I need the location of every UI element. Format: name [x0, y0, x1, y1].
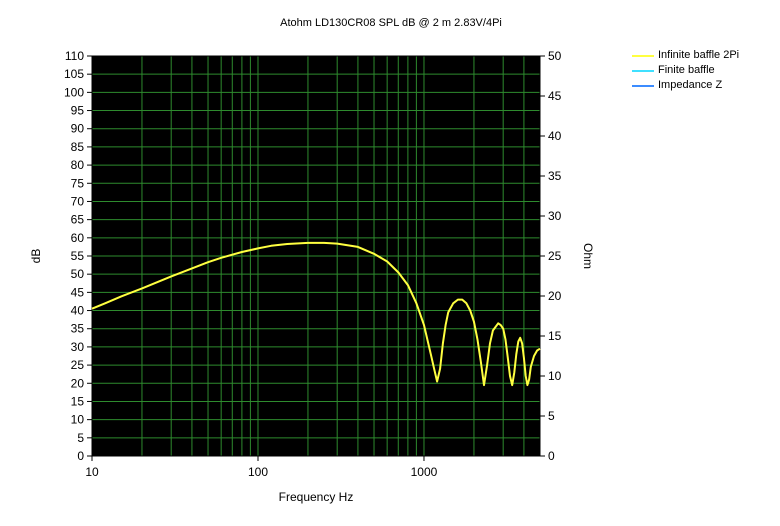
legend-item-infinite-baffle[interactable]: Infinite baffle 2Pi — [632, 48, 739, 63]
y-tick-label: 20 — [71, 376, 85, 390]
y-tick-label: 70 — [71, 194, 85, 208]
y-tick-label: 65 — [71, 213, 85, 227]
legend-item-finite-baffle[interactable]: Finite baffle — [632, 63, 739, 78]
y-tick-label: 55 — [71, 249, 85, 263]
y-tick-label: 50 — [71, 267, 85, 281]
y-tick-label: 40 — [71, 304, 85, 318]
y-tick-label: 30 — [71, 340, 85, 354]
y2-tick-label: 45 — [548, 89, 562, 103]
y2-tick-label: 15 — [548, 329, 562, 343]
legend-swatch — [632, 84, 654, 87]
y2-tick-label: 5 — [548, 409, 555, 423]
x-tick-label: 100 — [248, 465, 268, 479]
series-lines — [91, 241, 541, 387]
y2-tick-label: 20 — [548, 289, 562, 303]
legend-label: Impedance Z — [658, 79, 723, 91]
chart-title: Atohm LD130CR08 SPL dB @ 2 m 2.83V/4Pi — [280, 17, 502, 29]
y-tick-label: 10 — [71, 413, 85, 427]
y-tick-label: 45 — [71, 285, 85, 299]
y-tick-label: 60 — [71, 231, 85, 245]
y-tick-label: 25 — [71, 358, 85, 372]
y-axis-label: dB — [29, 249, 43, 264]
y2-tick-label: 10 — [548, 369, 562, 383]
y2-tick-label: 0 — [548, 449, 555, 463]
y2-tick-label: 35 — [548, 169, 562, 183]
legend-swatch — [632, 69, 654, 72]
x-tick-label: 10 — [85, 465, 99, 479]
y-tick-label: 75 — [71, 176, 85, 190]
y-tick-label: 15 — [71, 394, 85, 408]
y-tick-label: 110 — [65, 49, 84, 63]
y2-axis-label: Ohm — [581, 243, 595, 269]
y2-tick-label: 30 — [548, 209, 562, 223]
x-axis-label: Frequency Hz — [279, 490, 354, 504]
legend: Infinite baffle 2Pi Finite baffle Impeda… — [632, 48, 739, 93]
y-tick-label: 5 — [77, 431, 84, 445]
y2-tick-label: 40 — [548, 129, 562, 143]
y-tick-label: 90 — [71, 122, 85, 136]
legend-item-impedance[interactable]: Impedance Z — [632, 78, 739, 93]
y-tick-label: 100 — [64, 85, 84, 99]
axes: 0510152025303540455055606570758085909510… — [64, 49, 562, 479]
y-tick-label: 85 — [71, 140, 85, 154]
y-tick-label: 0 — [77, 449, 84, 463]
y-tick-label: 95 — [71, 104, 85, 118]
legend-swatch — [632, 54, 654, 57]
x-tick-label: 1000 — [411, 465, 438, 479]
y-tick-label: 80 — [71, 158, 85, 172]
legend-label: Infinite baffle 2Pi — [658, 49, 740, 61]
y2-tick-label: 25 — [548, 249, 562, 263]
series-line-0 — [91, 241, 541, 387]
y-tick-label: 105 — [64, 67, 84, 81]
legend-label: Finite baffle — [658, 64, 715, 76]
y-tick-label: 35 — [71, 322, 85, 336]
y2-tick-label: 50 — [548, 49, 562, 63]
